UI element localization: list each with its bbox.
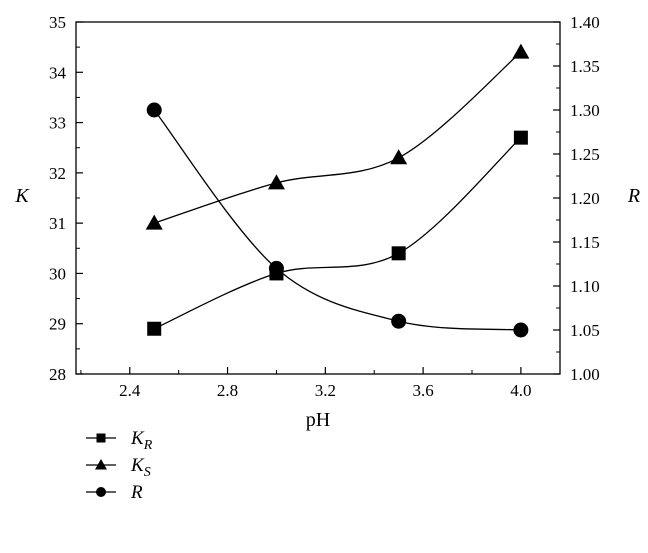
data-point-triangle	[267, 174, 285, 190]
y-left-tick-label: 30	[49, 264, 66, 283]
data-point-circle	[268, 260, 284, 276]
x-axis-title: pH	[306, 409, 330, 431]
series-markers	[145, 43, 530, 338]
x-tick-label: 3.2	[315, 381, 336, 400]
series-line-circle	[153, 109, 521, 331]
y-left-tick-label: 32	[49, 164, 66, 183]
data-point-circle	[391, 313, 407, 329]
y-right-tick-label: 1.20	[570, 189, 600, 208]
y-right-tick-label: 1.40	[570, 13, 600, 32]
y-left-tick-label: 28	[49, 365, 66, 384]
data-point-square	[513, 130, 528, 145]
data-point-triangle	[512, 43, 530, 59]
legend-item: KS	[86, 455, 151, 480]
legend-label: KR	[130, 428, 153, 453]
legend-label: KS	[130, 455, 151, 480]
y-right-tick-label: 1.05	[570, 321, 600, 340]
legend-marker-square	[96, 433, 106, 443]
y-left-tick-label: 33	[49, 114, 66, 133]
y-right-tick-labels: 1.00 1.05 1.10 1.15 1.20 1.25 1.30 1.35 1.40	[570, 13, 600, 384]
y-right-tick-label: 1.25	[570, 145, 600, 164]
y-right-tick-label: 1.15	[570, 233, 600, 252]
series-lines	[153, 51, 522, 331]
y-right-tick-label: 1.35	[570, 57, 600, 76]
y-left-tick-label: 34	[49, 63, 67, 82]
legend-item: R	[86, 482, 143, 503]
y-right-tick-label: 1.30	[570, 101, 600, 120]
data-point-circle	[146, 102, 162, 118]
x-tick-label: 4.0	[510, 381, 531, 400]
y-right-axis-title: R	[627, 185, 640, 207]
x-tick-label: 3.6	[412, 381, 433, 400]
data-point-circle	[513, 322, 529, 338]
data-point-square	[147, 321, 162, 336]
y-left-tick-labels: 28 29 30 31 32 33 34 35	[49, 13, 67, 384]
legend-marker-circle	[96, 487, 106, 497]
x-tick-label: 2.8	[217, 381, 238, 400]
x-tick-labels: 2.4 2.8 3.2 3.6 4.0	[119, 381, 531, 400]
plot-frame	[75, 21, 561, 375]
data-point-square	[391, 246, 406, 261]
data-point-triangle	[145, 214, 163, 230]
y-left-axis-title: K	[14, 185, 30, 207]
data-point-triangle	[390, 149, 408, 165]
legend-item: KR	[86, 428, 153, 453]
y-left-tick-label: 29	[49, 315, 66, 334]
series-line-square	[153, 137, 522, 330]
legend-marker-triangle	[95, 459, 107, 470]
y-right-tick-label: 1.00	[570, 365, 600, 384]
y-right-tick-label: 1.10	[570, 277, 600, 296]
x-tick-label: 2.4	[119, 381, 141, 400]
series-line-triangle	[154, 51, 522, 224]
tick-marks	[76, 21, 560, 375]
legend-label: R	[130, 482, 143, 503]
y-left-tick-label: 35	[49, 13, 66, 32]
y-left-tick-label: 31	[49, 214, 66, 233]
